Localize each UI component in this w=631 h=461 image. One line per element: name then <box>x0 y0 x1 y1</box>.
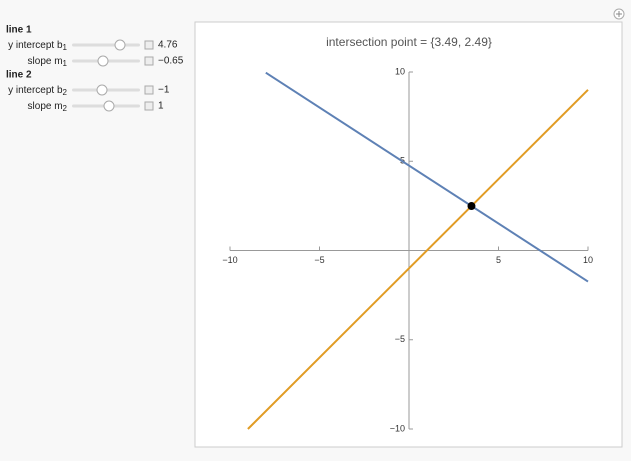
control-label: y intercept b2 <box>8 85 67 97</box>
series-line <box>265 71 589 283</box>
control-label: slope m1 <box>28 56 68 68</box>
label-text: slope m <box>28 101 63 112</box>
slider-thumb[interactable] <box>96 84 108 96</box>
x-tick-label: 5 <box>496 255 501 265</box>
slider-thumb[interactable] <box>97 55 109 67</box>
expand-button[interactable] <box>144 85 154 95</box>
control-value: −1 <box>158 85 170 96</box>
control-value: −0.65 <box>158 56 184 67</box>
label-subscript: 1 <box>63 59 68 68</box>
control-label: y intercept b1 <box>8 40 67 52</box>
series-line <box>247 89 589 430</box>
expand-button[interactable] <box>144 101 154 111</box>
x-tick-label: 10 <box>583 255 593 265</box>
control-label: slope m2 <box>28 101 68 113</box>
section-title: line 1 <box>6 25 32 36</box>
chart-title: intersection point = {3.49, 2.49} <box>326 35 492 49</box>
slider-thumb[interactable] <box>103 100 115 112</box>
expand-button[interactable] <box>144 40 154 50</box>
intersection-point <box>467 202 476 211</box>
control-value: 4.76 <box>158 40 178 51</box>
control-value: 1 <box>158 101 164 112</box>
label-subscript: 1 <box>63 43 68 52</box>
label-text: y intercept b <box>8 40 63 51</box>
slider-track[interactable] <box>72 43 140 47</box>
label-subscript: 2 <box>63 104 68 113</box>
label-text: slope m <box>28 56 63 67</box>
y-tick-label: −5 <box>395 334 405 344</box>
x-tick-label: −10 <box>222 255 237 265</box>
label-text: y intercept b <box>8 85 63 96</box>
expand-button[interactable] <box>144 56 154 66</box>
x-tick-label: −5 <box>314 255 324 265</box>
label-subscript: 2 <box>63 88 68 97</box>
y-tick-label: 10 <box>395 66 405 76</box>
section-title: line 2 <box>6 70 32 81</box>
slider-thumb[interactable] <box>114 39 126 51</box>
add-button[interactable] <box>613 8 625 20</box>
y-tick-label: −10 <box>390 423 405 433</box>
